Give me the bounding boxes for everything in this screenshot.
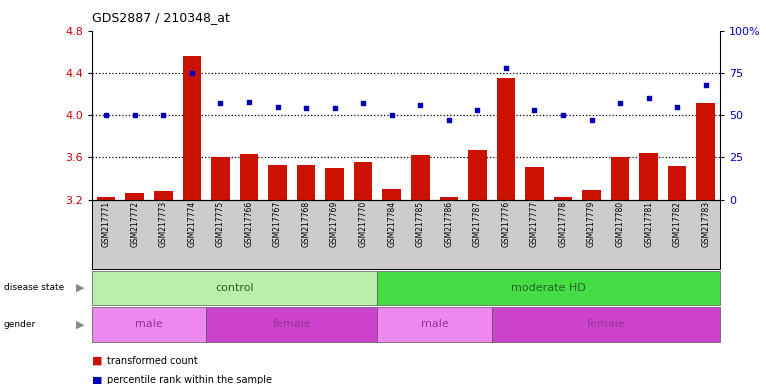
Text: gender: gender xyxy=(4,320,36,329)
Point xyxy=(699,82,712,88)
Text: control: control xyxy=(215,283,254,293)
Point xyxy=(300,105,313,111)
Bar xyxy=(240,154,258,384)
Bar xyxy=(268,165,286,384)
Point xyxy=(529,107,541,113)
Text: male: male xyxy=(421,319,448,329)
Bar xyxy=(211,157,230,384)
Point xyxy=(214,100,227,106)
Bar xyxy=(126,194,144,384)
Text: ▶: ▶ xyxy=(76,319,84,329)
Bar xyxy=(97,197,116,384)
Point xyxy=(614,100,627,106)
Point xyxy=(271,104,283,110)
Point xyxy=(671,104,683,110)
Bar xyxy=(525,167,544,384)
Text: female: female xyxy=(587,319,625,329)
Text: male: male xyxy=(135,319,163,329)
Point xyxy=(499,65,512,71)
Point xyxy=(557,112,569,118)
Point xyxy=(585,117,597,123)
Bar xyxy=(326,168,344,384)
Bar xyxy=(554,197,572,384)
Bar xyxy=(611,157,630,384)
Text: moderate HD: moderate HD xyxy=(512,283,586,293)
Bar xyxy=(296,165,316,384)
Point xyxy=(643,95,655,101)
Text: transformed count: transformed count xyxy=(107,356,198,366)
Text: ▶: ▶ xyxy=(76,283,84,293)
Text: GDS2887 / 210348_at: GDS2887 / 210348_at xyxy=(92,12,230,25)
Bar xyxy=(440,197,458,384)
Text: percentile rank within the sample: percentile rank within the sample xyxy=(107,375,272,384)
Bar xyxy=(468,150,486,384)
Bar xyxy=(354,162,372,384)
Point xyxy=(385,112,398,118)
Point xyxy=(443,117,455,123)
Text: disease state: disease state xyxy=(4,283,64,293)
Text: female: female xyxy=(273,319,311,329)
Bar xyxy=(582,190,601,384)
Bar xyxy=(696,103,715,384)
Bar xyxy=(382,189,401,384)
Point xyxy=(329,105,341,111)
Bar xyxy=(182,56,201,384)
Bar xyxy=(668,166,686,384)
Bar xyxy=(411,155,430,384)
Text: ■: ■ xyxy=(92,356,103,366)
Point xyxy=(357,100,369,106)
Point xyxy=(243,99,255,105)
Point xyxy=(471,107,483,113)
Bar xyxy=(640,153,658,384)
Bar xyxy=(496,78,516,384)
Point xyxy=(129,112,141,118)
Point xyxy=(157,112,169,118)
Text: ■: ■ xyxy=(92,375,103,384)
Bar xyxy=(154,191,172,384)
Point xyxy=(100,112,113,118)
Point xyxy=(185,70,198,76)
Point xyxy=(414,102,427,108)
